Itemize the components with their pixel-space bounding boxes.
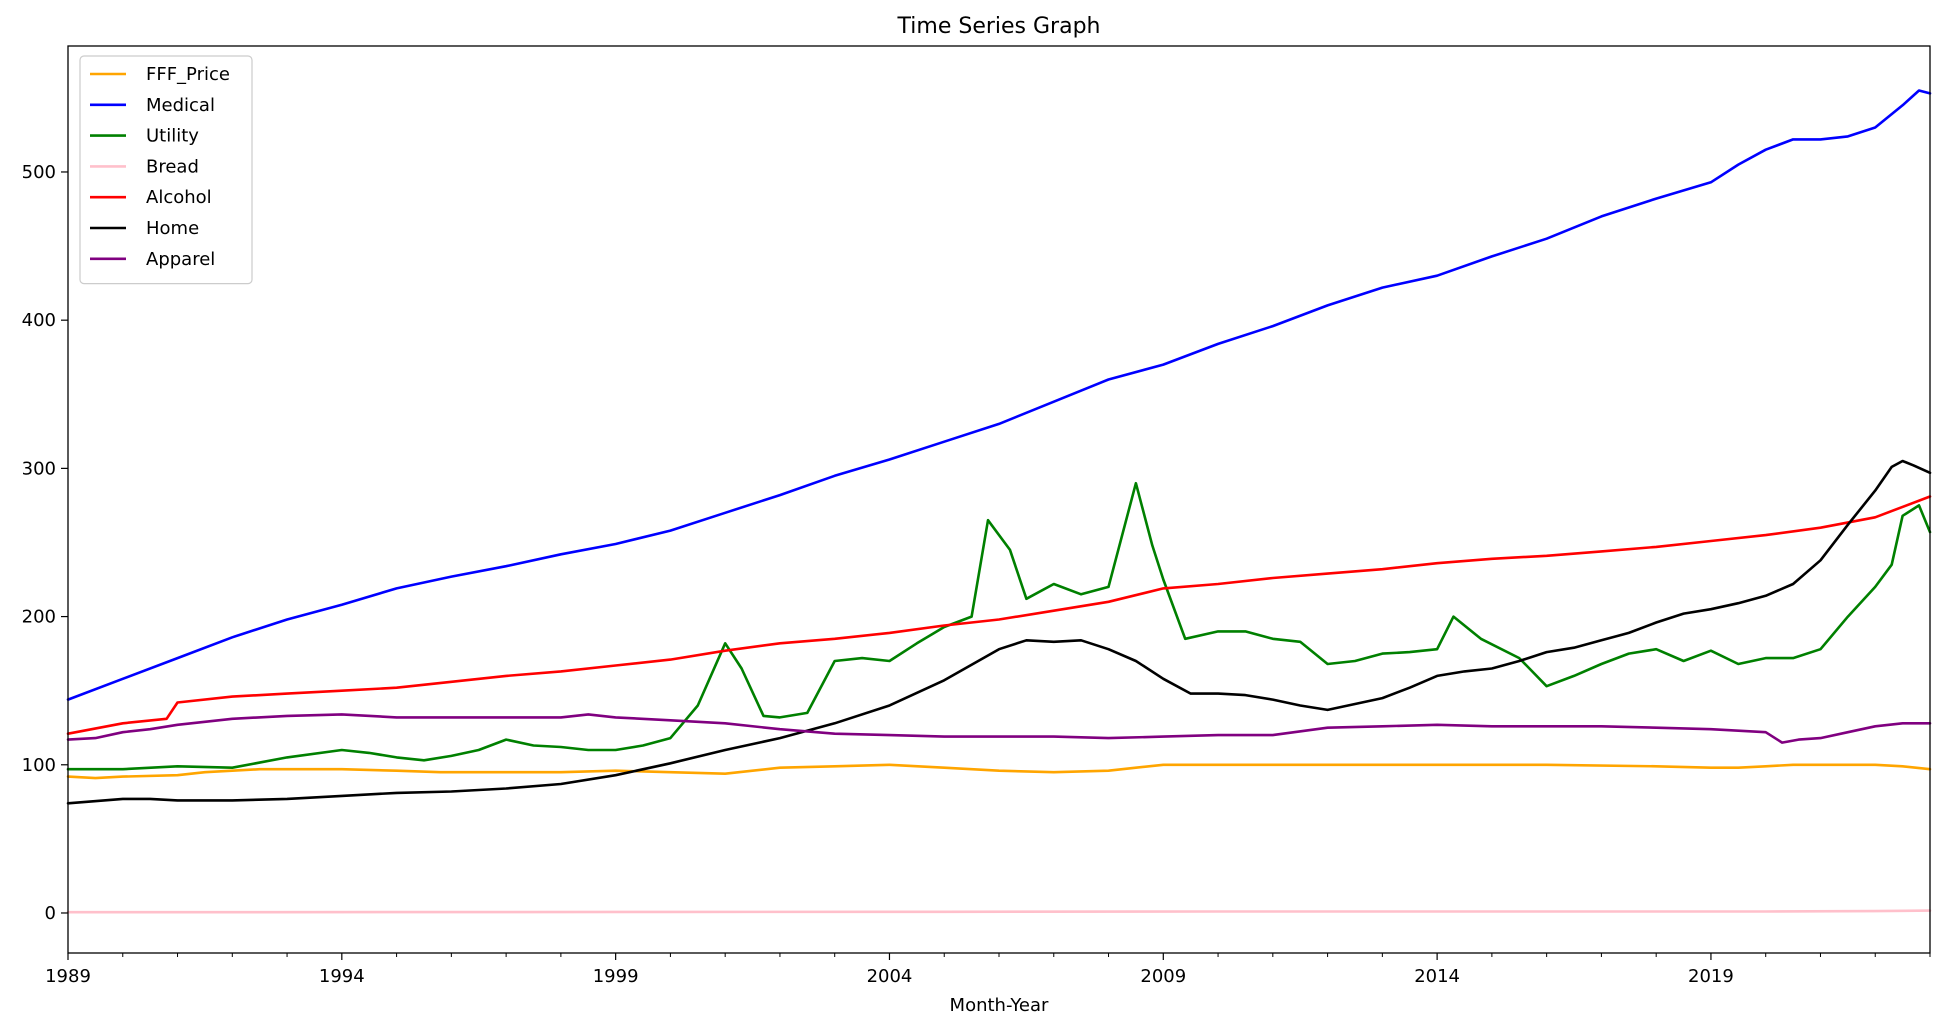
legend-label-apparel: Apparel	[146, 249, 215, 270]
x-tick-label: 1994	[319, 966, 365, 987]
series-line-apparel	[66, 713, 1932, 744]
y-tick-label: 0	[45, 903, 56, 924]
series-line-bread	[66, 909, 1932, 914]
legend-label-utility: Utility	[146, 126, 199, 147]
series-line-medical	[66, 89, 1932, 701]
plot-lines	[66, 89, 1932, 914]
legend-label-fff-price: FFF_Price	[146, 64, 230, 85]
series-line-home	[66, 459, 1932, 805]
x-tick-label: 1989	[45, 966, 91, 987]
series-line-alcohol	[66, 495, 1932, 735]
x-tick-label: 2014	[1414, 966, 1460, 987]
x-axis: 1989 1994 1999 2004 2009 2014 2019	[45, 953, 1931, 987]
chart-title: Time Series Graph	[897, 14, 1101, 39]
legend-label-alcohol: Alcohol	[146, 187, 212, 208]
x-axis-label: Month-Year	[950, 995, 1049, 1016]
y-tick-label: 200	[22, 607, 56, 628]
legend-label-bread: Bread	[146, 156, 199, 177]
x-tick-label: 1999	[593, 966, 639, 987]
legend-label-home: Home	[146, 218, 199, 239]
legend: FFF_Price Medical Utility Bread Alcohol Home A…	[79, 55, 253, 285]
y-tick-label: 100	[22, 755, 56, 776]
x-tick-label: 2019	[1688, 966, 1734, 987]
y-tick-label: 300	[22, 458, 56, 479]
legend-label-medical: Medical	[146, 95, 215, 116]
series-line-utility	[66, 481, 1932, 771]
x-tick-label: 2004	[867, 966, 913, 987]
series-line-fff-price	[66, 763, 1932, 780]
x-tick-label: 2009	[1140, 966, 1186, 987]
y-tick-label: 400	[22, 310, 56, 331]
y-tick-label: 500	[22, 162, 56, 183]
y-axis: 0 100 200 300 400 500	[22, 162, 68, 924]
